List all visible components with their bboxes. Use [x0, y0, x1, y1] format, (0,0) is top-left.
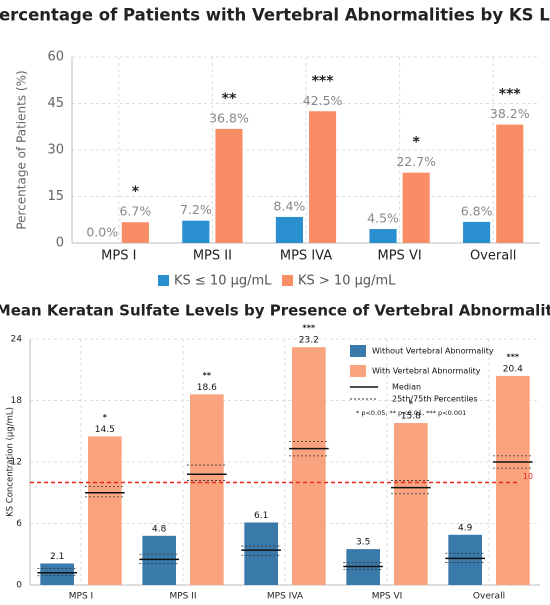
y-tick-label: 15	[47, 189, 64, 204]
bar	[142, 535, 176, 585]
legend-label: KS ≤ 10 μg/mL	[174, 274, 272, 289]
y-tick-label: 24	[11, 335, 23, 345]
value-label: 22.7%	[396, 154, 436, 169]
value-label: 20.4	[503, 364, 523, 374]
value-label: 42.5%	[303, 93, 343, 108]
bar	[190, 394, 224, 585]
bar	[244, 522, 278, 585]
y-axis-label: Percentage of Patients (%)	[15, 70, 29, 229]
y-tick-label: 45	[47, 96, 64, 111]
legend-swatch	[158, 275, 169, 286]
bar	[182, 220, 210, 243]
value-label: 3.5	[356, 538, 370, 548]
value-label: 4.9	[458, 523, 473, 533]
significance-label: ***	[507, 352, 520, 361]
y-tick-label: 18	[11, 396, 23, 406]
x-tick-label: MPS II	[193, 249, 232, 264]
legend-note: * p<0.05, ** p<0.01, *** p<0.001	[356, 409, 466, 417]
bar	[215, 128, 243, 243]
y-tick-label: 0	[56, 236, 64, 251]
x-tick-label: MPS VI	[372, 592, 403, 602]
value-label: 38.2%	[490, 106, 530, 121]
significance-label: ***	[499, 87, 522, 103]
chart-title: B: Mean Keratan Sulfate Levels by Presen…	[0, 302, 550, 320]
value-label: 6.8%	[461, 203, 493, 218]
value-label: 7.2%	[180, 202, 212, 217]
x-tick-label: Overall	[473, 592, 505, 602]
legend-label: Median	[392, 383, 421, 392]
significance-label: ***	[303, 324, 316, 333]
x-tick-label: MPS IVA	[267, 592, 304, 602]
bar	[292, 347, 326, 585]
legend-label: Without Vertebral Abnormality	[372, 347, 494, 356]
value-label: 2.1	[50, 552, 64, 562]
bar	[394, 423, 428, 585]
bar	[88, 436, 122, 585]
x-tick-label: MPS I	[69, 592, 93, 602]
y-tick-label: 30	[47, 143, 64, 158]
x-tick-label: MPS IVA	[280, 249, 332, 264]
value-label: 6.1	[254, 511, 268, 521]
significance-label: **	[222, 91, 237, 107]
y-tick-label: 0	[16, 581, 22, 591]
bar	[402, 172, 430, 243]
legend-label: 25th/75th Percentiles	[392, 395, 478, 404]
legend-swatch	[282, 275, 293, 286]
significance-label: *	[132, 184, 140, 200]
bar	[463, 221, 491, 243]
significance-label: ***	[312, 73, 335, 89]
legend-swatch	[350, 365, 366, 377]
legend-label: With Vertebral Abnormality	[372, 367, 481, 376]
significance-label: *	[103, 413, 108, 422]
significance-label: *	[413, 135, 421, 151]
y-tick-label: 12	[11, 458, 22, 468]
significance-label: *	[409, 400, 414, 409]
value-label: 14.5	[95, 425, 115, 435]
legend-label: KS > 10 μg/mL	[298, 274, 396, 289]
bar	[275, 216, 303, 243]
legend-swatch	[350, 345, 366, 357]
y-axis-label: KS Concentration (μg/mL)	[6, 407, 16, 517]
value-label: 18.6	[197, 383, 217, 393]
bar	[40, 563, 74, 585]
value-label: 8.4%	[274, 198, 306, 213]
value-label: 36.8%	[209, 110, 249, 125]
value-label: 0.0%	[86, 225, 118, 240]
bar	[496, 375, 530, 585]
bar	[448, 534, 482, 585]
bar	[496, 124, 524, 243]
y-tick-label: 60	[47, 50, 64, 65]
bar	[309, 111, 337, 243]
x-tick-label: Overall	[470, 249, 516, 264]
y-tick-label: 6	[16, 519, 22, 529]
x-tick-label: MPS II	[169, 592, 196, 602]
x-tick-label: MPS I	[101, 249, 136, 264]
value-label: 23.2	[299, 336, 319, 346]
value-label: 15.8	[401, 412, 421, 422]
bar	[121, 222, 149, 243]
value-label: 4.5%	[367, 211, 399, 226]
chart-title: A: Percentage of Patients with Vertebral…	[0, 6, 550, 25]
bar	[369, 229, 397, 243]
value-label: 4.8	[152, 524, 167, 534]
significance-label: **	[203, 371, 212, 380]
value-label: 6.7%	[119, 204, 151, 219]
x-tick-label: MPS VI	[378, 249, 422, 264]
reference-label: 10	[523, 472, 533, 481]
